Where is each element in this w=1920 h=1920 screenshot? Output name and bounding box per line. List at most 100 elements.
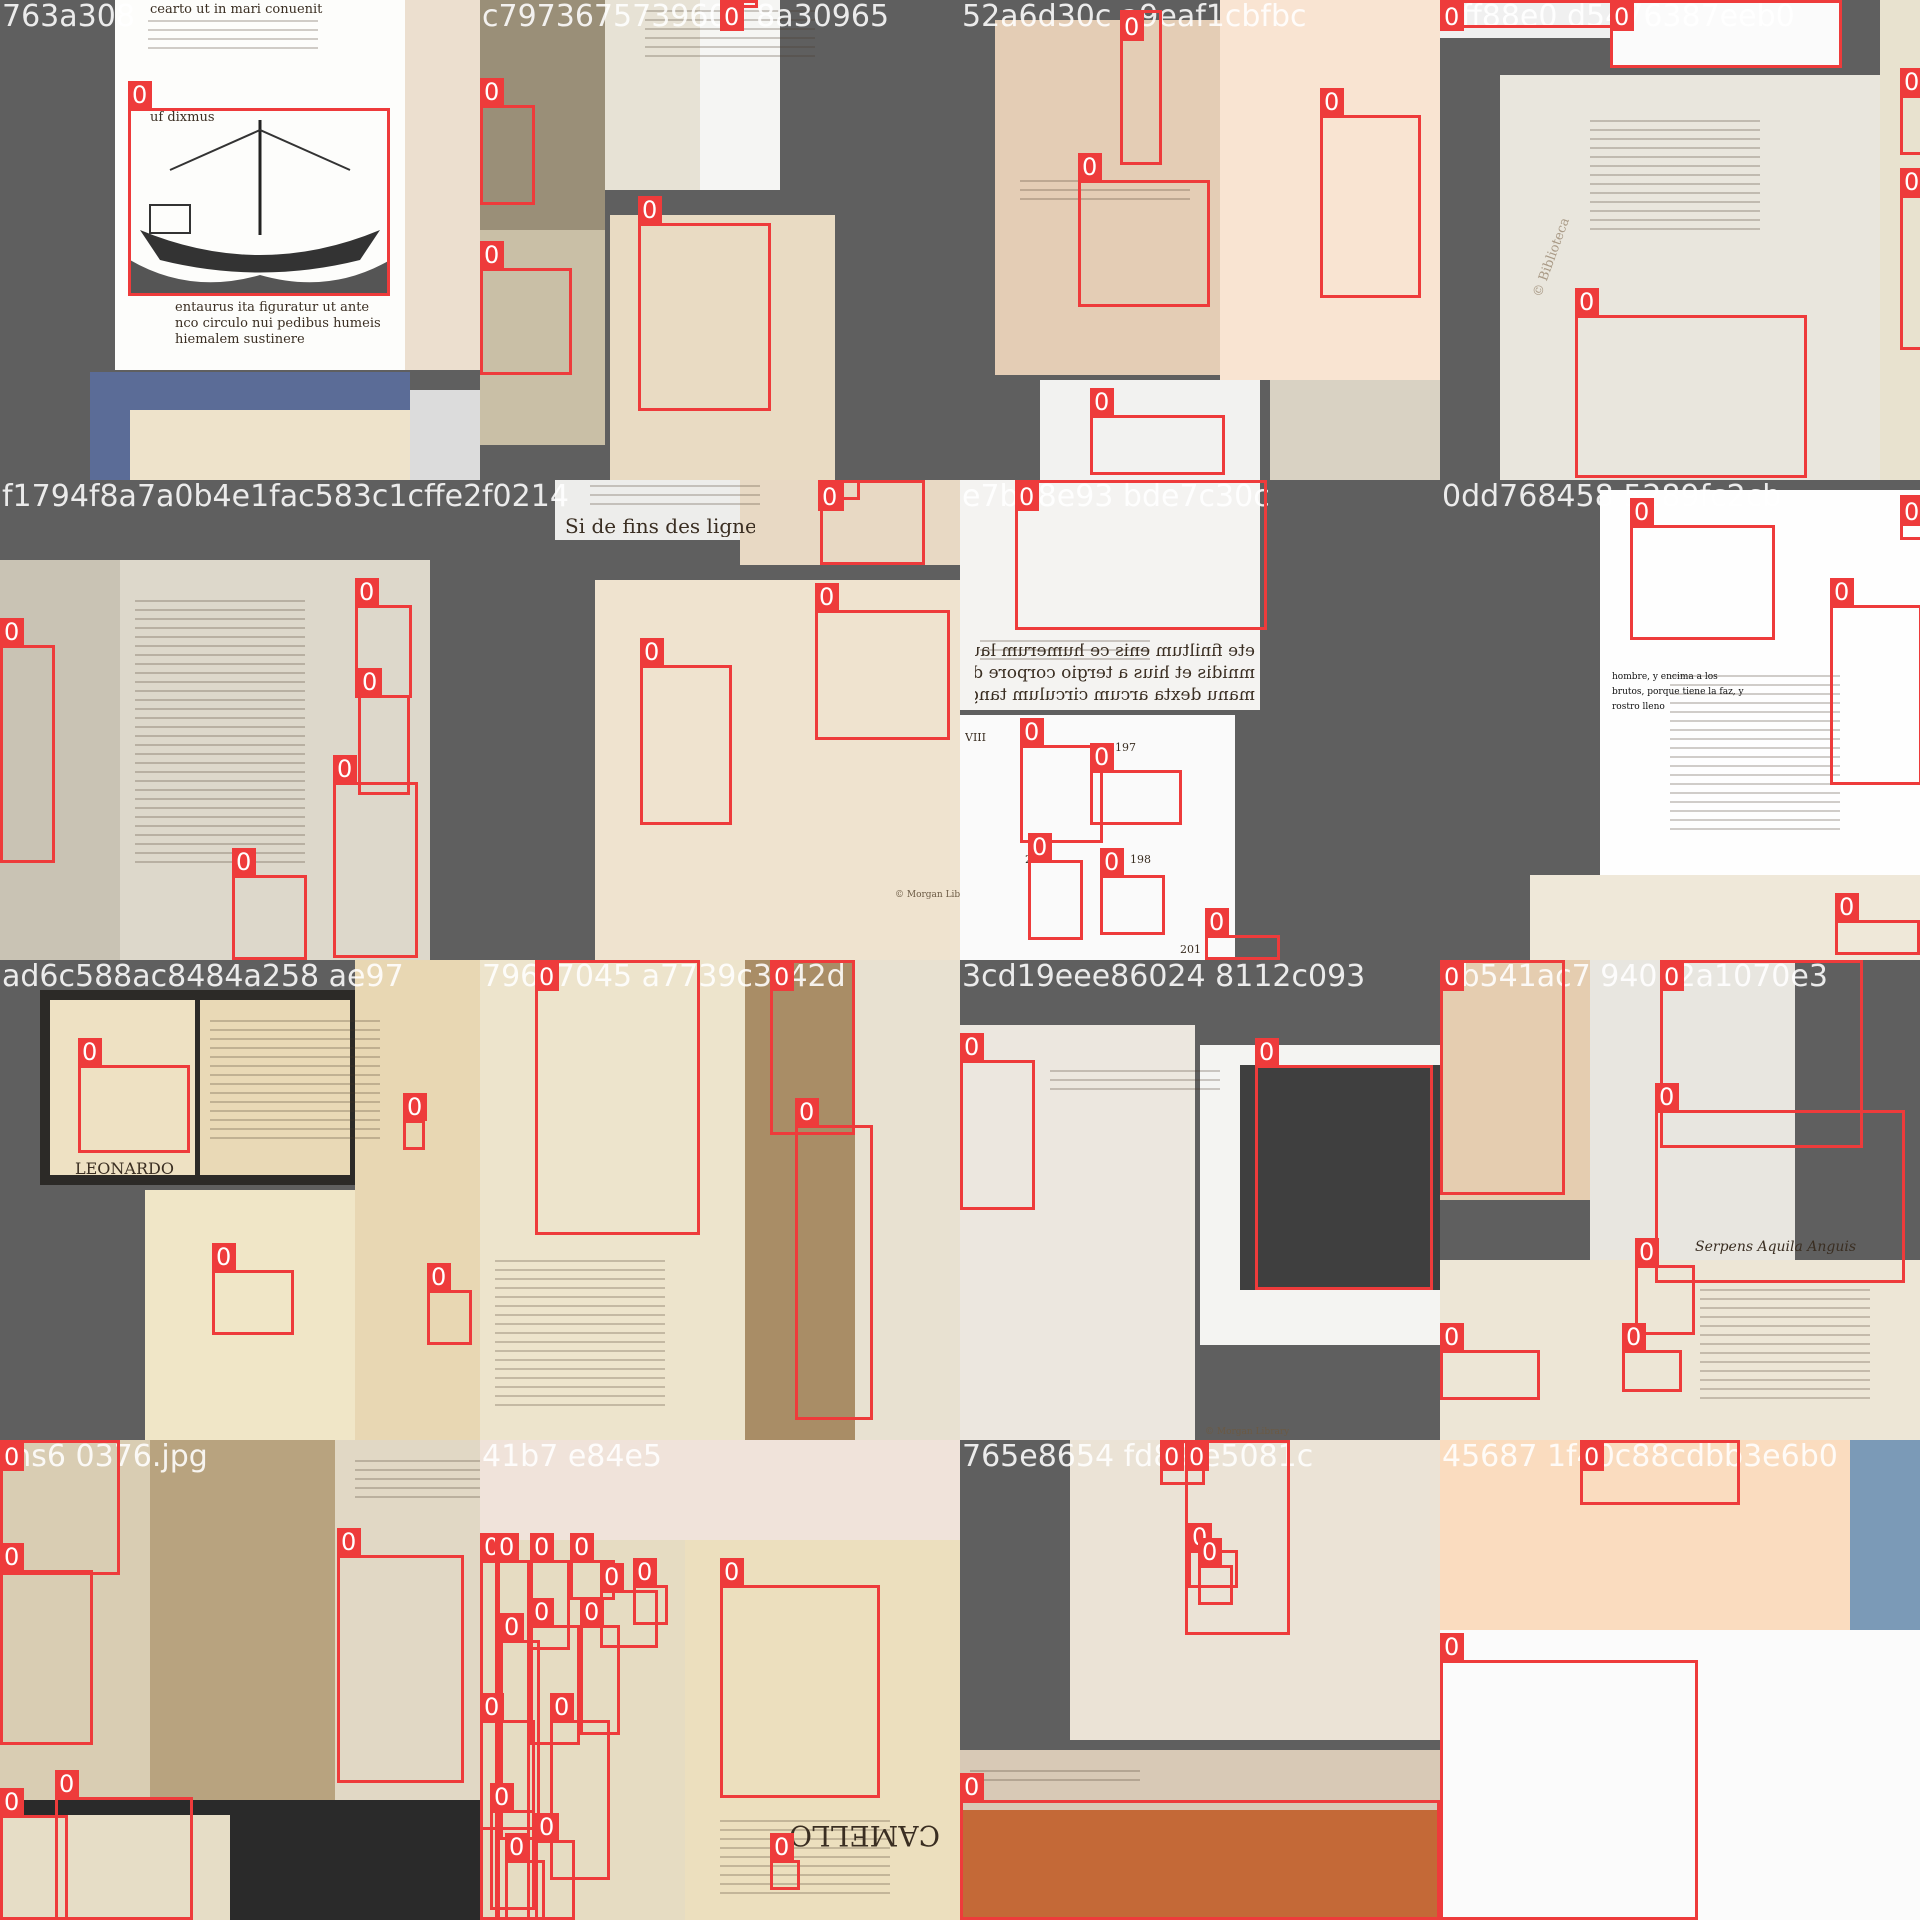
latin-text: entaurus ita figuratur ut ante	[175, 300, 370, 315]
mosaic-tile: ete finiltum enis ce humerum lauum mnidis…	[960, 480, 1440, 960]
class-label: 0	[720, 1558, 744, 1586]
class-label: 0	[427, 1263, 451, 1291]
class-label: 0	[1185, 1443, 1209, 1471]
class-label: 0	[480, 1693, 504, 1721]
page-scan	[1220, 0, 1440, 380]
detection-box: 0	[1440, 1633, 1698, 1920]
class-label: 0	[1610, 3, 1634, 31]
tile-filename: 763a308	[2, 0, 135, 34]
mosaic-tile: © Biblioteca 6ff88e0 d5476387eeb0 0 0 0 0 0	[1440, 0, 1920, 480]
page-scan	[1610, 0, 1840, 68]
page-scan	[355, 960, 480, 1440]
tile-filename: 45687 1f40c88cdbb3e6b0	[1442, 1440, 1838, 1474]
detection-box: 0	[535, 960, 700, 1235]
manuscript-text-block	[970, 1770, 1140, 1788]
class-label: 0	[815, 583, 839, 611]
manuscript-text-block	[1050, 1070, 1220, 1097]
mosaic-tile: f1794f8a7a0b4e1fac583c1cffe21 0 0 0 0 0	[0, 480, 480, 960]
page-scan	[960, 1025, 1195, 1440]
manuscript-text-block	[135, 600, 305, 870]
detection-box: 0	[815, 583, 950, 740]
page-scan	[1850, 1440, 1920, 1630]
class-label: 0	[1255, 1038, 1279, 1066]
class-label: 0	[600, 1563, 624, 1591]
detection-box: 0	[1015, 480, 1267, 630]
class-label: 0	[530, 1598, 554, 1626]
page-scan	[1270, 380, 1440, 480]
detection-box: 0	[1580, 1440, 1740, 1505]
detection-box: 0	[633, 1558, 668, 1625]
class-label: 0	[770, 1833, 794, 1861]
page-scan	[1600, 490, 1920, 890]
class-label: 0	[1015, 483, 1039, 511]
class-label: 0	[355, 578, 379, 606]
manuscript-text-block	[1700, 1280, 1870, 1406]
tile-filename: eb541ac7 940b2a1070e3	[1442, 960, 1828, 994]
tile-filename: 0dd768458 5289fc2cb	[1442, 480, 1782, 514]
class-label: 0	[638, 196, 662, 224]
mosaic-tile: cearto ut in mari conuenit uf dixmus entau…	[0, 0, 480, 480]
mirrored-text: mnidis et hius a tergio corpore diuidit …	[975, 664, 1255, 683]
detection-box: 0	[1575, 288, 1807, 478]
class-label: 0	[495, 1533, 519, 1561]
figure-caption: Si de fins des lignes dennees que le com…	[565, 515, 755, 537]
tile-filename: ad6c588ac8484a258 ae97	[2, 960, 404, 994]
class-label: 0	[1655, 1083, 1679, 1111]
detection-box: 0	[1635, 1238, 1695, 1335]
detection-box: 0	[1900, 68, 1920, 155]
spanish-text: hombre, y encima a los brutos, porque ti…	[1612, 672, 1744, 712]
class-label: 0	[1198, 1538, 1222, 1566]
class-label: 0	[960, 1033, 984, 1061]
tile-filename: 765e8654 fd89fe5081c	[962, 1440, 1314, 1474]
detection-box: 0	[535, 1813, 575, 1920]
detection-box: 0	[1655, 1083, 1905, 1283]
detection-box: 0	[1622, 1323, 1682, 1392]
detection-box: 0	[1205, 908, 1280, 960]
detection-box: 0	[358, 668, 410, 795]
class-label: 0	[1020, 718, 1044, 746]
class-label: 0	[0, 1443, 24, 1471]
detection-box: 0	[55, 1770, 193, 1920]
plate-number: 198	[1130, 853, 1151, 866]
class-label: 0	[1320, 88, 1344, 116]
class-label: 0	[1900, 498, 1920, 526]
page-scan	[50, 1000, 195, 1175]
class-label: 0	[535, 963, 559, 991]
page-scan	[480, 960, 745, 1440]
detection-box: 0	[1440, 1323, 1540, 1400]
class-label: 0	[0, 618, 24, 646]
class-label: 0	[212, 1243, 236, 1271]
class-label: 0	[78, 1038, 102, 1066]
class-label: 0	[1120, 13, 1144, 41]
latin-text: uf dixmus	[150, 110, 215, 125]
tile-filename: c7973675739600 8a30965	[482, 0, 890, 34]
class-label: 0	[1835, 893, 1859, 921]
manuscript-text-block	[590, 485, 760, 512]
detection-box: 0	[1160, 1440, 1205, 1485]
page-scan	[700, 0, 780, 190]
class-label: 0	[570, 1533, 594, 1561]
manuscript-text-block	[355, 1460, 480, 1505]
detection-box: 0	[818, 480, 860, 511]
detection-box: 0	[770, 1833, 800, 1890]
detection-box: 0	[0, 1788, 68, 1920]
class-label: 0	[480, 78, 504, 106]
detection-box: 0	[530, 1598, 580, 1745]
class-label: 0	[55, 1770, 79, 1798]
page-scan	[130, 410, 410, 480]
detection-box: 0	[1185, 1440, 1290, 1635]
detection-box: 0	[1610, 0, 1842, 68]
detection-box: 0	[0, 618, 55, 863]
page-scan	[0, 1440, 150, 1800]
class-label: 0	[535, 1813, 559, 1841]
detection-box: 0	[212, 1243, 294, 1335]
detection-box: 0	[480, 1693, 535, 1830]
library-footer: © Morgan Library	[895, 890, 960, 900]
latin-text: nco circulo nui pedibus humeis	[175, 316, 381, 331]
tile-filename: e7b28e93 bde7c30c	[962, 480, 1270, 514]
tile-filename: 41b7 e84e5	[482, 1440, 663, 1474]
page-scan	[1070, 1440, 1440, 1740]
detection-box: 0	[505, 1833, 545, 1920]
class-label: 0	[530, 1533, 554, 1561]
page-scan	[1440, 0, 1610, 38]
